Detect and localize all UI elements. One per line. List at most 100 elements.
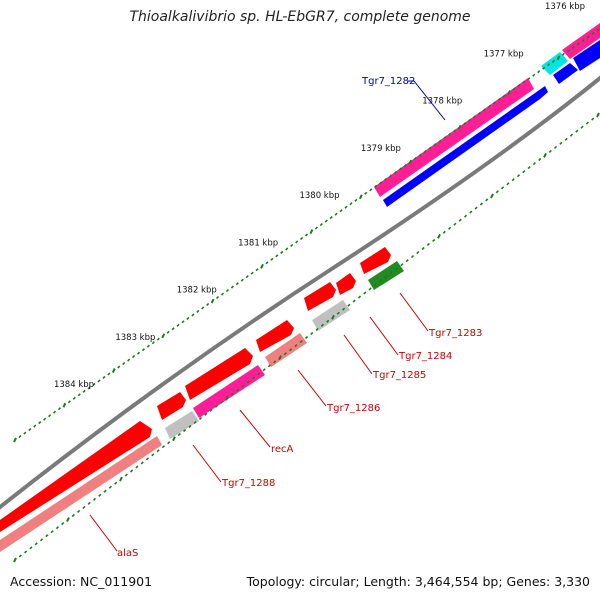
feature-gene-reca[interactable] [193, 365, 265, 418]
ruler-tick [82, 389, 86, 393]
feature-gene-alas[interactable] [0, 436, 162, 552]
ruler-tick [416, 250, 420, 255]
feature-gene-tgr7-1286[interactable] [265, 333, 307, 367]
ruler-tick [246, 380, 250, 384]
ruler-tick [576, 42, 580, 46]
ruler-tick [92, 382, 96, 386]
ruler-tick [383, 177, 388, 181]
ruler-tick [410, 255, 415, 259]
ruler-tick [405, 259, 409, 263]
feature-gene-tgr7-1282[interactable] [374, 78, 534, 197]
ruler-tick [364, 191, 368, 195]
ruler-tick [161, 333, 166, 339]
ruler-tick [547, 63, 551, 67]
ruler-tick [124, 473, 128, 477]
ruler-tick [13, 437, 17, 443]
feature-cyan[interactable] [541, 52, 568, 75]
ruler-tick [522, 80, 526, 84]
feature-cds-top-right[interactable] [573, 40, 600, 71]
gene-label-tgr7-1288[interactable]: Tgr7_1288 [221, 478, 275, 489]
ruler-tick [336, 311, 340, 315]
gene-label-tgr7-1284[interactable]: Tgr7_1284 [398, 351, 452, 362]
ruler-tick [188, 424, 192, 429]
ruler-tick [102, 375, 106, 380]
feature-cds-tgr7-1285[interactable] [304, 282, 336, 311]
ruler-tick [122, 361, 126, 366]
ruler-tick [527, 77, 531, 81]
ruler-tick [403, 163, 407, 168]
gene-label-alas[interactable]: alaS [117, 548, 138, 559]
ruler-tick [479, 202, 483, 206]
ruler-tick [548, 149, 552, 153]
ruler-tick [55, 526, 59, 530]
ruler-tick [77, 393, 81, 397]
ruler-tick [146, 344, 150, 348]
callout-line-tgr7-1283 [399, 292, 429, 332]
gene-label-tgr7-1286[interactable]: Tgr7_1286 [326, 403, 380, 414]
ruler-tick [260, 263, 264, 269]
ruler-tick [87, 386, 91, 390]
feature-gene-top-right[interactable] [562, 23, 600, 59]
feature-cds-tgr7-1288[interactable] [157, 392, 186, 420]
ruler-tick [315, 327, 319, 331]
ruler-tick [433, 143, 437, 147]
ruler-tick [349, 202, 353, 206]
ruler-tick [319, 223, 323, 227]
ruler-tick [285, 247, 289, 251]
gene-label-reca[interactable]: recA [271, 444, 294, 455]
gene-label-tgr7-1285[interactable]: Tgr7_1285 [372, 370, 426, 381]
ruler-tick [331, 314, 335, 320]
ruler-tick [209, 408, 213, 412]
ruler-tick [230, 285, 234, 289]
feature-other-tgr7-1285[interactable] [312, 300, 350, 331]
ruler-tick [171, 327, 175, 331]
ruler-tick [39, 538, 44, 542]
gene-label-tgr7-1282[interactable]: Tgr7_1282 [361, 76, 415, 87]
ruler-tick [177, 433, 181, 437]
ruler-tick [166, 330, 170, 334]
ruler-tick [485, 198, 489, 202]
ruler-label: 1378 kbp [422, 97, 462, 107]
ruler-tick [310, 331, 314, 336]
ruler-tick [92, 497, 97, 501]
ruler-tick [596, 28, 600, 32]
ruler-tick [67, 400, 71, 404]
ruler-tick [458, 218, 462, 222]
ruler-tick [492, 101, 496, 105]
ruler-tick [210, 298, 215, 304]
feature-other-tgr7-1288[interactable] [165, 411, 199, 439]
ruler-tick [111, 368, 116, 373]
feature-cds-tgr7-1283[interactable] [360, 247, 391, 274]
ruler-tick [477, 111, 481, 115]
ruler-tick [517, 84, 521, 88]
ruler-tick [290, 243, 294, 247]
gene-label-tgr7-1283[interactable]: Tgr7_1283 [428, 328, 482, 339]
ruler-tick [257, 372, 261, 376]
ruler-tick [502, 94, 506, 98]
ruler-tick [344, 205, 348, 209]
ruler-tick [487, 104, 491, 109]
ruler-tick [358, 194, 363, 200]
ruler-tick [204, 412, 208, 416]
feature-cds-tgr7-1286[interactable] [256, 320, 294, 352]
feature-cds-reca[interactable] [185, 348, 253, 400]
feature-cds-tgr7-1282[interactable] [383, 86, 548, 207]
accession-text: Accession: NC_011901 [10, 574, 153, 589]
ruler-tick [448, 226, 452, 230]
feature-cds-tgr7-1284[interactable] [336, 273, 356, 295]
ruler-tick [278, 355, 282, 361]
ruler-tick [267, 364, 271, 368]
ruler-tick [255, 268, 259, 272]
ruler-tick [374, 184, 378, 188]
ruler-tick [43, 417, 47, 421]
ruler-tick [421, 246, 425, 251]
feature-cds-alas[interactable] [0, 421, 152, 532]
ruler-tick [72, 396, 76, 400]
ruler-tick [426, 242, 430, 247]
ruler-tick [432, 238, 436, 242]
ruler-tick [467, 118, 472, 122]
ruler-tick [537, 70, 541, 74]
ruler-tick [571, 45, 575, 49]
feature-cds-small[interactable] [553, 63, 578, 84]
ruler-tick [566, 49, 570, 53]
